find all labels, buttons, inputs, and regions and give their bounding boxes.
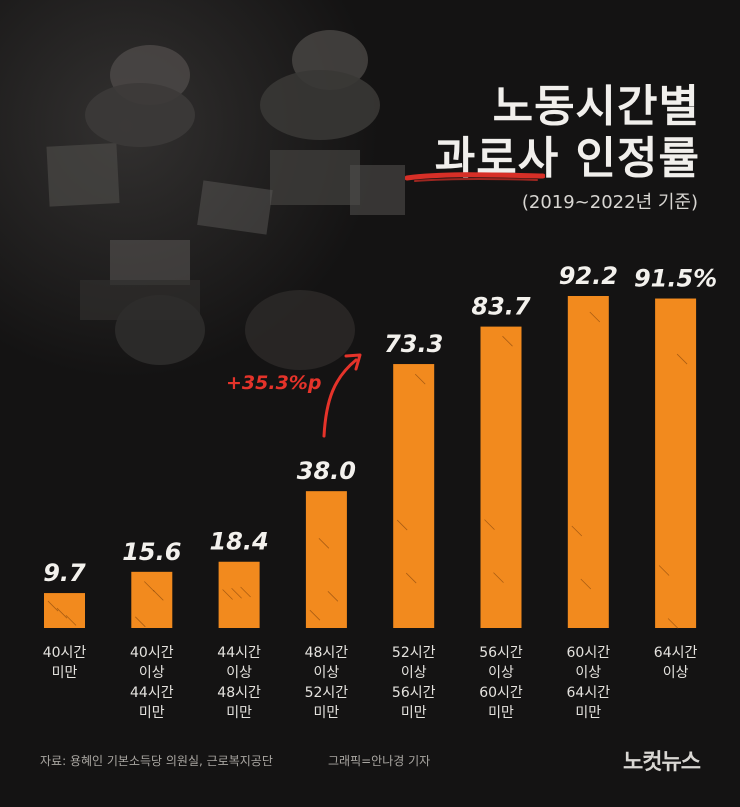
bar-1 — [44, 593, 85, 628]
bar-texture — [676, 353, 688, 365]
bar-texture — [502, 335, 513, 347]
category-label-6: 이상 — [488, 665, 514, 681]
category-label-6: 56시간 — [479, 645, 523, 661]
category-label-3: 이상 — [226, 665, 252, 681]
bar-texture — [222, 589, 233, 600]
category-label-2: 이상 — [139, 665, 165, 681]
bar-texture — [47, 600, 59, 612]
graphic-credit: 그래픽=안나경 기자 — [328, 754, 431, 768]
title-brush-underline — [405, 172, 545, 182]
bar-texture — [153, 590, 164, 601]
bar-texture — [405, 572, 417, 584]
category-label-5: 52시간 — [392, 645, 436, 661]
bar-4 — [305, 491, 347, 628]
subtitle: (2019~2022년 기준) — [521, 192, 698, 213]
category-label-7: 미만 — [575, 705, 601, 721]
bar-texture — [327, 591, 339, 602]
bar-6 — [480, 326, 522, 628]
bar-texture — [231, 587, 242, 599]
bar-2 — [131, 571, 173, 628]
category-label-3: 48시간 — [217, 685, 261, 701]
category-label-7: 64시간 — [567, 685, 611, 701]
category-label-6: 미만 — [488, 705, 514, 721]
value-label-7: 92.2 — [559, 262, 618, 290]
title-line-1: 노동시간별 — [492, 81, 700, 132]
bar-texture — [580, 578, 592, 590]
value-label-5: 73.3 — [384, 330, 443, 358]
value-label-6: 83.7 — [471, 293, 531, 321]
bar-texture — [396, 519, 408, 531]
bar-texture — [144, 581, 155, 592]
category-label-8: 64시간 — [654, 645, 698, 661]
value-label-4: 38.0 — [297, 457, 356, 485]
category-label-4: 미만 — [314, 705, 340, 721]
value-label-1: 9.7 — [43, 559, 86, 587]
category-label-7: 이상 — [575, 665, 601, 681]
value-label-2: 15.6 — [122, 538, 181, 566]
category-label-5: 미만 — [401, 705, 427, 721]
bar-3 — [218, 561, 260, 628]
bar-7 — [567, 296, 609, 628]
value-label-3: 18.4 — [209, 528, 268, 556]
category-label-2: 40시간 — [130, 645, 174, 661]
category-label-5: 이상 — [401, 665, 427, 681]
bar-texture — [667, 618, 679, 629]
bar-texture — [484, 519, 495, 530]
category-label-1: 미만 — [52, 665, 78, 681]
category-label-1: 40시간 — [43, 645, 87, 661]
bar-8 — [655, 298, 697, 628]
category-label-4: 이상 — [314, 665, 340, 681]
bar-texture — [318, 538, 330, 549]
bar-texture — [240, 586, 251, 598]
category-label-2: 미만 — [139, 705, 165, 721]
bar-texture — [589, 311, 601, 323]
bar-texture — [571, 525, 583, 537]
category-label-2: 44시간 — [130, 685, 174, 701]
category-label-4: 52시간 — [305, 685, 349, 701]
bar-texture — [56, 607, 68, 619]
increase-annotation: +35.3%p — [226, 372, 322, 394]
source-note: 자료: 용혜인 기본소득당 의원실, 근로복지공단 — [40, 754, 273, 768]
category-label-5: 56시간 — [392, 685, 436, 701]
bar-texture — [65, 615, 77, 626]
bar-5 — [393, 364, 435, 628]
category-label-8: 이상 — [663, 665, 689, 681]
category-label-6: 60시간 — [479, 685, 523, 701]
category-label-7: 60시간 — [567, 645, 611, 661]
increase-arrow — [322, 358, 358, 438]
arrow-head — [344, 353, 362, 371]
bar-texture — [414, 373, 426, 385]
bar-texture — [658, 565, 670, 576]
bar-texture — [309, 609, 321, 621]
category-label-4: 48시간 — [305, 645, 349, 661]
bar-texture — [493, 572, 504, 583]
category-label-3: 44시간 — [217, 645, 261, 661]
value-label-8: 91.5% — [634, 265, 717, 293]
category-label-3: 미만 — [226, 705, 252, 721]
nocut-news-logo: 노컷뉴스 — [623, 750, 701, 775]
bar-texture — [135, 616, 146, 628]
